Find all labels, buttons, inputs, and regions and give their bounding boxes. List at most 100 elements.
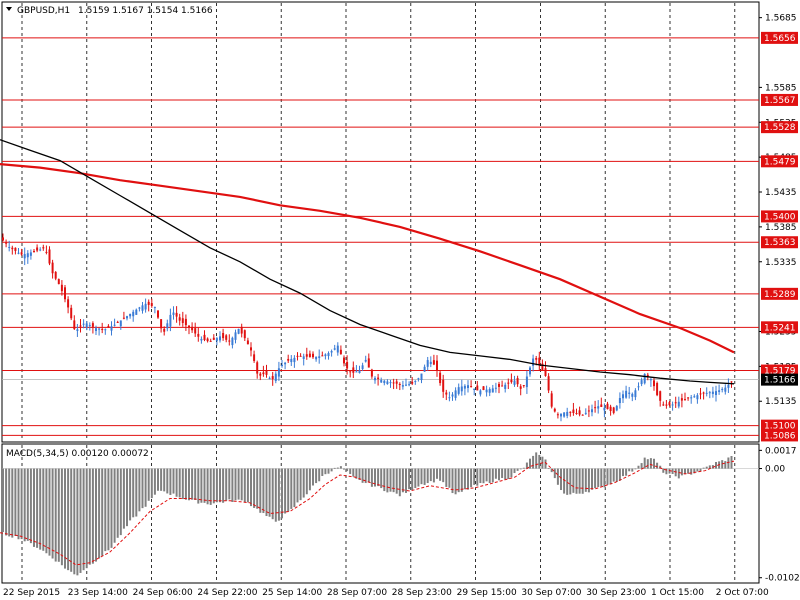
candle-body	[417, 378, 420, 380]
candle-body	[76, 329, 79, 331]
macd-bar	[730, 456, 733, 469]
candle-body	[246, 340, 249, 345]
candle-body	[228, 340, 231, 342]
candle-body	[169, 314, 172, 327]
candle-body	[522, 385, 525, 387]
macd-bar	[646, 459, 649, 469]
chevron-down-icon[interactable]	[6, 7, 12, 11]
candle-body	[219, 336, 221, 341]
macd-bar	[572, 468, 575, 493]
candle-body	[625, 390, 628, 398]
candle-body	[504, 384, 507, 389]
candle-body	[405, 384, 407, 386]
candle-body	[64, 287, 66, 300]
macd-bar	[85, 468, 88, 569]
candle-body	[677, 401, 680, 407]
candle-body	[234, 332, 237, 340]
candle-body	[259, 373, 262, 376]
candle-body	[401, 385, 404, 387]
macd-bar	[188, 468, 190, 501]
candle-body	[631, 393, 634, 397]
macd-bar	[104, 468, 107, 552]
candle-body	[281, 364, 283, 366]
candle-body	[389, 382, 392, 384]
candle-body	[454, 390, 457, 398]
macd-bar	[584, 468, 587, 492]
candle-body	[209, 340, 212, 342]
macd-bar	[377, 468, 380, 487]
macd-bar	[153, 468, 156, 495]
macd-bar	[5, 468, 8, 536]
macd-bar	[504, 468, 507, 480]
macd-bar	[234, 468, 237, 501]
candle-body	[135, 309, 138, 315]
candle-body	[324, 354, 327, 357]
candle-body	[392, 382, 395, 384]
macd-bar	[699, 468, 702, 472]
candle-body	[95, 328, 97, 331]
candle-body	[203, 334, 206, 341]
candle-body	[510, 379, 513, 383]
current-price-label: 1.5166	[764, 376, 796, 386]
macd-bar	[67, 468, 70, 571]
macd-bar	[680, 468, 683, 476]
macd-bar	[544, 459, 547, 469]
candle-body	[594, 407, 597, 409]
macd-bar	[138, 468, 141, 512]
macd-bar	[178, 468, 181, 498]
price-tick-label: 1.5135	[765, 397, 797, 407]
level-price-label: 1.5656	[764, 34, 796, 44]
candle-body	[498, 383, 500, 387]
time-label: 25 Sep 14:00	[262, 588, 322, 598]
candle-body	[587, 410, 590, 412]
candle-body	[426, 360, 429, 367]
candle-body	[346, 361, 349, 369]
macd-bar	[8, 468, 11, 537]
candle-body	[262, 372, 265, 375]
macd-bar	[426, 468, 429, 484]
macd-bar	[271, 468, 274, 520]
candle-body	[358, 370, 361, 374]
macd-bar	[281, 468, 283, 519]
macd-bar	[643, 457, 646, 469]
candle-body	[274, 373, 277, 381]
macd-bar	[715, 461, 717, 469]
macd-bar	[95, 468, 97, 562]
candle-body	[439, 372, 442, 384]
macd-bar	[693, 468, 696, 474]
macd-bar	[293, 468, 296, 508]
macd-bar	[113, 468, 116, 543]
macd-tick-label: 0.0017	[765, 446, 797, 456]
macd-bar	[467, 468, 469, 490]
candle-body	[705, 392, 708, 394]
macd-bar	[721, 460, 724, 469]
macd-bar	[358, 468, 361, 480]
macd-bar	[262, 468, 265, 514]
macd-bar	[147, 468, 150, 501]
candle-body	[718, 390, 721, 392]
candle-body	[352, 367, 355, 373]
macd-bar	[603, 468, 606, 488]
macd-bar	[429, 468, 432, 482]
candle-body	[39, 249, 42, 251]
macd-bar	[597, 468, 600, 487]
candle-body	[556, 414, 559, 416]
candle-body	[603, 407, 606, 411]
candle-body	[355, 371, 358, 373]
macd-bar	[612, 468, 615, 482]
candle-body	[547, 376, 550, 391]
candle-body	[271, 376, 274, 380]
candle-body	[343, 357, 345, 364]
macd-bar	[417, 468, 420, 487]
candle-body	[42, 247, 45, 249]
candle-body	[429, 361, 432, 365]
macd-bar	[324, 468, 327, 475]
candle-body	[8, 246, 11, 248]
macd-bar	[460, 468, 463, 492]
macd-bar	[302, 468, 305, 498]
candle-body	[116, 321, 119, 323]
candle-body	[113, 324, 116, 326]
macd-bar	[463, 468, 466, 490]
macd-bar	[219, 468, 221, 503]
candle-body	[60, 284, 63, 292]
